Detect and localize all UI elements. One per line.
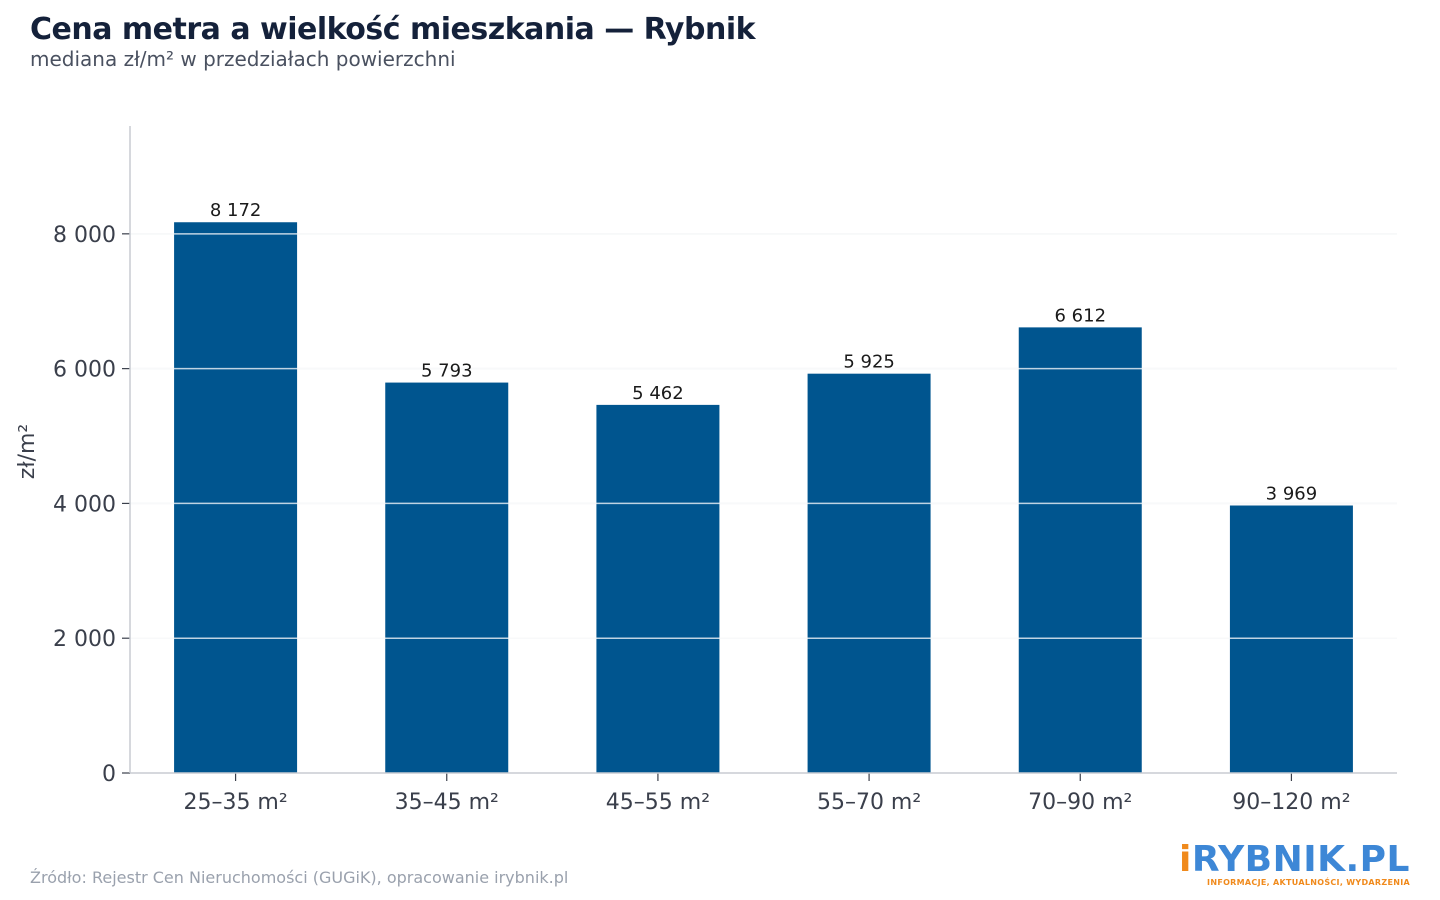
- axes: [122, 126, 1397, 781]
- bar-value-label: 8 172: [210, 200, 262, 221]
- bar-value-label: 6 612: [1054, 305, 1106, 326]
- x-tick-label: 90–120 m²: [1232, 790, 1350, 815]
- logo-first-letter: i: [1178, 839, 1192, 880]
- source-note: Źródło: Rejestr Cen Nieruchomości (GUGiK…: [30, 868, 569, 887]
- gridlines: [130, 233, 1397, 639]
- bars: [174, 222, 1353, 773]
- x-tick-label: 45–55 m²: [606, 790, 710, 815]
- x-tick-label: 55–70 m²: [817, 790, 921, 815]
- y-axis-title: zł/m²: [15, 424, 40, 479]
- y-tick-label: 8 000: [53, 223, 116, 248]
- site-logo[interactable]: iRYBNIK.PL INFORMACJE, AKTUALNOŚCI, WYDA…: [1179, 842, 1410, 888]
- chart-subtitle: mediana zł/m² w przedziałach powierzchni: [30, 47, 456, 71]
- bar: [596, 404, 720, 773]
- y-tick-label: 6 000: [53, 358, 116, 383]
- x-tick-label: 35–45 m²: [395, 790, 499, 815]
- gridlines-overlay: [130, 233, 1397, 639]
- y-tick-label: 4 000: [53, 492, 116, 517]
- bar-value-label: 5 925: [843, 352, 895, 373]
- chart-title: Cena metra a wielkość mieszkania — Rybni…: [30, 12, 756, 47]
- logo-tagline: INFORMACJE, AKTUALNOŚCI, WYDARZENIA: [1207, 878, 1410, 887]
- bar-value-label: 3 969: [1266, 484, 1318, 505]
- x-tick-label: 25–35 m²: [183, 790, 287, 815]
- bar: [174, 222, 298, 773]
- logo-rest: RYBNIK.PL: [1191, 839, 1410, 880]
- bar: [1018, 327, 1142, 773]
- bar: [807, 373, 931, 773]
- bar-value-label: 5 793: [421, 361, 473, 382]
- x-tick-label: 70–90 m²: [1028, 790, 1132, 815]
- y-tick-label: 0: [102, 762, 116, 787]
- labels: 0 2 000 4 000 6 000 8 000 8 172 25–35 m² 5 793 3…: [15, 200, 1351, 815]
- bar-chart: 0 2 000 4 000 6 000 8 000 8 172 25–35 m² 5 793 3…: [15, 126, 1397, 815]
- y-tick-label: 2 000: [53, 627, 116, 652]
- bar-value-label: 5 462: [632, 383, 684, 404]
- bar: [1229, 505, 1353, 773]
- logo-wordmark: iRYBNIK.PL: [1179, 842, 1410, 878]
- bar: [385, 382, 509, 773]
